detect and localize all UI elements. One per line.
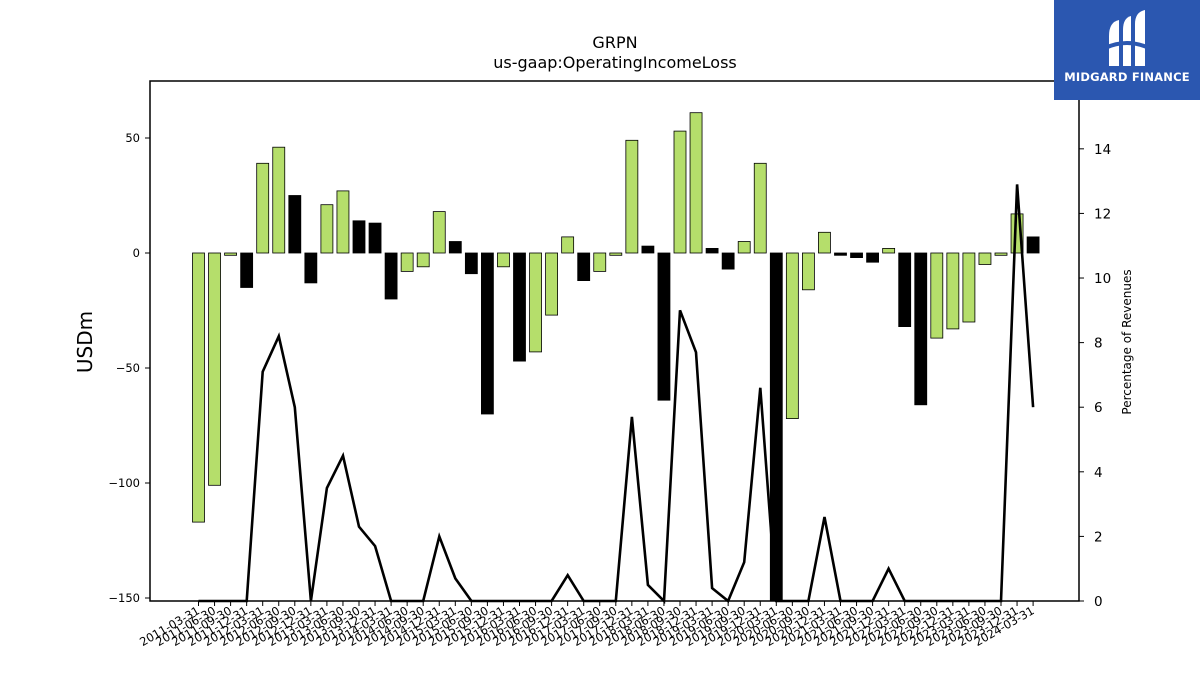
y-axis-right: 0 2 4 6 8 10 12 14 bbox=[1079, 142, 1111, 610]
bar bbox=[320, 204, 334, 254]
bar bbox=[994, 252, 1008, 256]
bar bbox=[785, 252, 799, 420]
x-axis: 2011-03-312011-06-302011-09-302011-12-31… bbox=[137, 601, 1037, 649]
bar bbox=[593, 252, 607, 272]
y-tick-label: 0 bbox=[133, 246, 140, 260]
bar bbox=[336, 190, 350, 254]
bar bbox=[545, 252, 558, 316]
bar bbox=[834, 252, 847, 256]
bar bbox=[384, 252, 398, 300]
bar bbox=[898, 252, 912, 327]
bar bbox=[641, 245, 655, 254]
bar bbox=[352, 220, 366, 254]
bar bbox=[497, 252, 510, 268]
bar bbox=[224, 252, 238, 256]
bar bbox=[288, 195, 302, 254]
bar bbox=[272, 146, 286, 254]
y2-tick-label: 12 bbox=[1094, 206, 1111, 222]
bar bbox=[978, 252, 992, 265]
brand-name: MIDGARD FINANCE bbox=[1064, 70, 1190, 84]
y-axis-left: 50 0 −50 −100 −150 bbox=[108, 131, 150, 605]
chart-subtitle: us-gaap:OperatingIncomeLoss bbox=[493, 53, 737, 72]
y2-tick-label: 14 bbox=[1094, 142, 1111, 158]
plot-frame bbox=[149, 80, 1080, 602]
bar bbox=[192, 252, 205, 523]
bar bbox=[480, 252, 494, 415]
bar bbox=[737, 241, 751, 254]
y2-tick-label: 0 bbox=[1094, 594, 1103, 610]
bar bbox=[400, 252, 414, 272]
bar bbox=[866, 252, 879, 263]
bar bbox=[448, 241, 462, 254]
bar bbox=[625, 139, 639, 254]
bar bbox=[609, 252, 623, 256]
bar bbox=[368, 222, 382, 254]
y2-tick-label: 4 bbox=[1094, 465, 1103, 481]
bar bbox=[914, 252, 928, 406]
bar bbox=[529, 252, 542, 353]
bar bbox=[818, 231, 831, 254]
midgard-logo-icon bbox=[1104, 10, 1150, 66]
bar bbox=[561, 236, 575, 254]
bar bbox=[304, 252, 318, 284]
bar bbox=[577, 252, 591, 282]
bar bbox=[850, 252, 863, 258]
bar bbox=[657, 252, 671, 401]
bar bbox=[464, 252, 478, 275]
y-tick-label: −100 bbox=[108, 476, 140, 490]
bar bbox=[930, 252, 944, 339]
y-axis-title: USDm bbox=[73, 311, 97, 373]
y-tick-label: −150 bbox=[108, 591, 140, 605]
y2-tick-label: 6 bbox=[1094, 400, 1103, 416]
bar bbox=[962, 252, 976, 323]
bar bbox=[689, 112, 703, 254]
y2-axis-title: Percentage of Revenues bbox=[1120, 269, 1134, 414]
bar bbox=[882, 247, 896, 254]
bar-series bbox=[192, 112, 1040, 602]
chart-title: GRPN bbox=[592, 33, 637, 52]
bar bbox=[802, 252, 815, 291]
bar bbox=[416, 252, 430, 268]
y-tick-label: −50 bbox=[116, 361, 140, 375]
bar bbox=[946, 252, 960, 330]
bar bbox=[753, 162, 767, 254]
bar bbox=[256, 162, 270, 254]
bar bbox=[721, 252, 735, 270]
bar bbox=[705, 247, 719, 254]
bar bbox=[513, 252, 526, 362]
bar bbox=[432, 211, 446, 254]
brand-logo: MIDGARD FINANCE bbox=[1054, 0, 1200, 100]
bar bbox=[1026, 236, 1040, 254]
bar bbox=[673, 130, 687, 254]
y2-tick-label: 10 bbox=[1094, 271, 1111, 287]
bar bbox=[240, 252, 254, 288]
y-tick-label: 50 bbox=[125, 131, 140, 145]
y2-tick-label: 2 bbox=[1094, 529, 1103, 545]
y2-tick-label: 8 bbox=[1094, 336, 1103, 352]
bar bbox=[208, 252, 221, 486]
